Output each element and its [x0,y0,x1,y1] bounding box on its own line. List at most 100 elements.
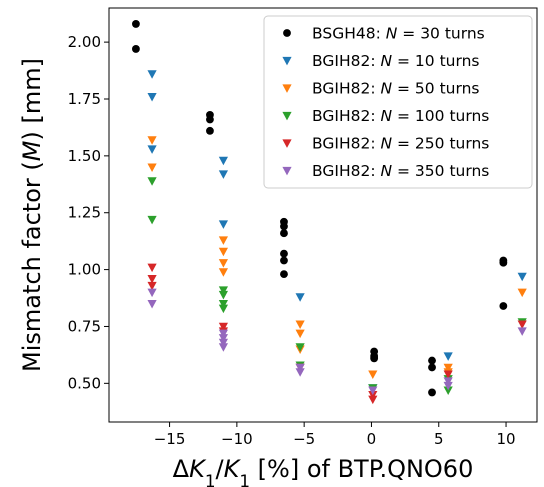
data-point-circle [280,229,288,238]
data-point-triangle [368,370,378,380]
data-point-circle [499,302,508,310]
y-tick-label: 1.75 [68,90,101,108]
data-point-circle [280,270,288,279]
y-tick-label: 1.50 [68,147,101,165]
legend: BSGH48: N = 30 turns BGIH82: N = 10 turns… [263,15,533,189]
data-point-circle [206,126,214,135]
data-point-triangle [218,300,229,309]
data-point-triangle [218,290,229,300]
data-point-triangle [147,163,157,173]
data-point-triangle [147,300,157,309]
data-point-triangle [295,363,305,373]
data-point-triangle [295,293,305,302]
data-point-triangle [218,329,229,339]
data-point-triangle [147,288,157,298]
legend-marker [283,29,291,37]
data-point-triangle [218,286,229,295]
data-point-triangle [218,334,229,343]
data-point-triangle [368,391,378,400]
data-point-triangle [443,377,453,386]
data-point-circle [280,256,288,265]
data-point-triangle [218,343,229,352]
data-point-circle [280,249,288,258]
x-tick-label: 10 [496,430,515,448]
data-point-triangle [368,386,378,395]
data-point-triangle [218,259,229,268]
data-point-circle [132,45,140,53]
data-point-triangle [218,220,229,229]
legend-marker [282,111,292,121]
data-point-circle [428,363,436,372]
series-4 [147,263,527,405]
data-point-triangle [218,268,229,277]
series-5 [147,288,527,395]
x-axis-ticks: −15 −10 −5 0 5 10 [154,422,516,448]
data-point-triangle [443,386,453,395]
legend-entry-label: BGIH82: N = 10 turns [312,52,480,70]
y-tick-label: 0.50 [68,374,101,392]
legend-marker [282,166,292,176]
data-point-triangle [517,327,527,336]
legend-marker [282,56,292,66]
x-tick-label: 5 [434,430,444,448]
data-point-triangle [218,322,229,332]
legend-entry-label: BGIH82: N = 350 turns [312,162,489,180]
data-point-triangle [517,320,527,330]
data-point-triangle [218,156,229,166]
data-point-triangle [368,395,378,405]
data-point-triangle [147,177,157,186]
data-point-triangle [147,136,157,145]
data-point-triangle [147,275,157,284]
data-point-circle [206,115,214,124]
x-tick-label: −10 [221,430,253,448]
data-point-triangle [443,363,453,373]
data-point-triangle [295,343,305,352]
data-point-circle [428,356,436,365]
legend-entry-label: BSGH48: N = 30 turns [312,25,485,43]
series-2 [147,136,527,380]
data-point-triangle [218,338,229,348]
legend-entry-label: BGIH82: N = 100 turns [312,107,489,125]
data-point-triangle [147,281,157,291]
y-tick-label: 1.25 [68,204,101,222]
x-tick-label: −5 [293,430,315,448]
series-3 [147,177,527,395]
legend-marker [282,139,292,148]
data-point-triangle [147,263,157,273]
y-axis-ticks: 0.50 0.75 1.00 1.25 1.50 1.75 2.00 [68,33,109,392]
x-tick-label: −15 [154,430,186,448]
data-point-circle [280,222,288,231]
data-point-triangle [443,352,453,361]
data-point-circle [428,388,436,397]
data-point-triangle [218,170,229,179]
data-point-triangle [218,304,229,314]
data-point-triangle [443,381,453,391]
y-tick-label: 2.00 [68,33,101,51]
y-tick-label: 1.00 [68,261,101,279]
data-point-triangle [147,93,157,102]
data-point-triangle [147,145,157,154]
data-point-circle [499,258,508,267]
data-point-triangle [517,272,527,282]
legend-entry-label: BGIH82: N = 50 turns [312,80,480,98]
data-point-triangle [517,288,527,298]
data-point-triangle [218,236,229,245]
data-point-triangle [218,247,229,257]
legend-entry-label: BGIH82: N = 250 turns [312,135,489,153]
series-0 [132,20,508,397]
data-point-triangle [295,320,305,330]
y-axis-label: Mismatch factor (M) [mm] [18,58,46,372]
data-point-triangle [147,215,157,225]
x-tick-label: 0 [367,430,377,448]
y-tick-label: 0.75 [68,317,101,335]
data-point-triangle [443,370,453,380]
data-points [132,20,527,405]
x-axis-label: ΔK1/K1 [%] of BTP.QNO60 [173,455,474,487]
data-point-triangle [295,329,305,339]
data-point-circle [132,20,140,28]
data-point-triangle [147,70,157,79]
plot-frame [108,7,538,423]
legend-box [263,15,533,189]
data-point-circle [370,354,379,363]
